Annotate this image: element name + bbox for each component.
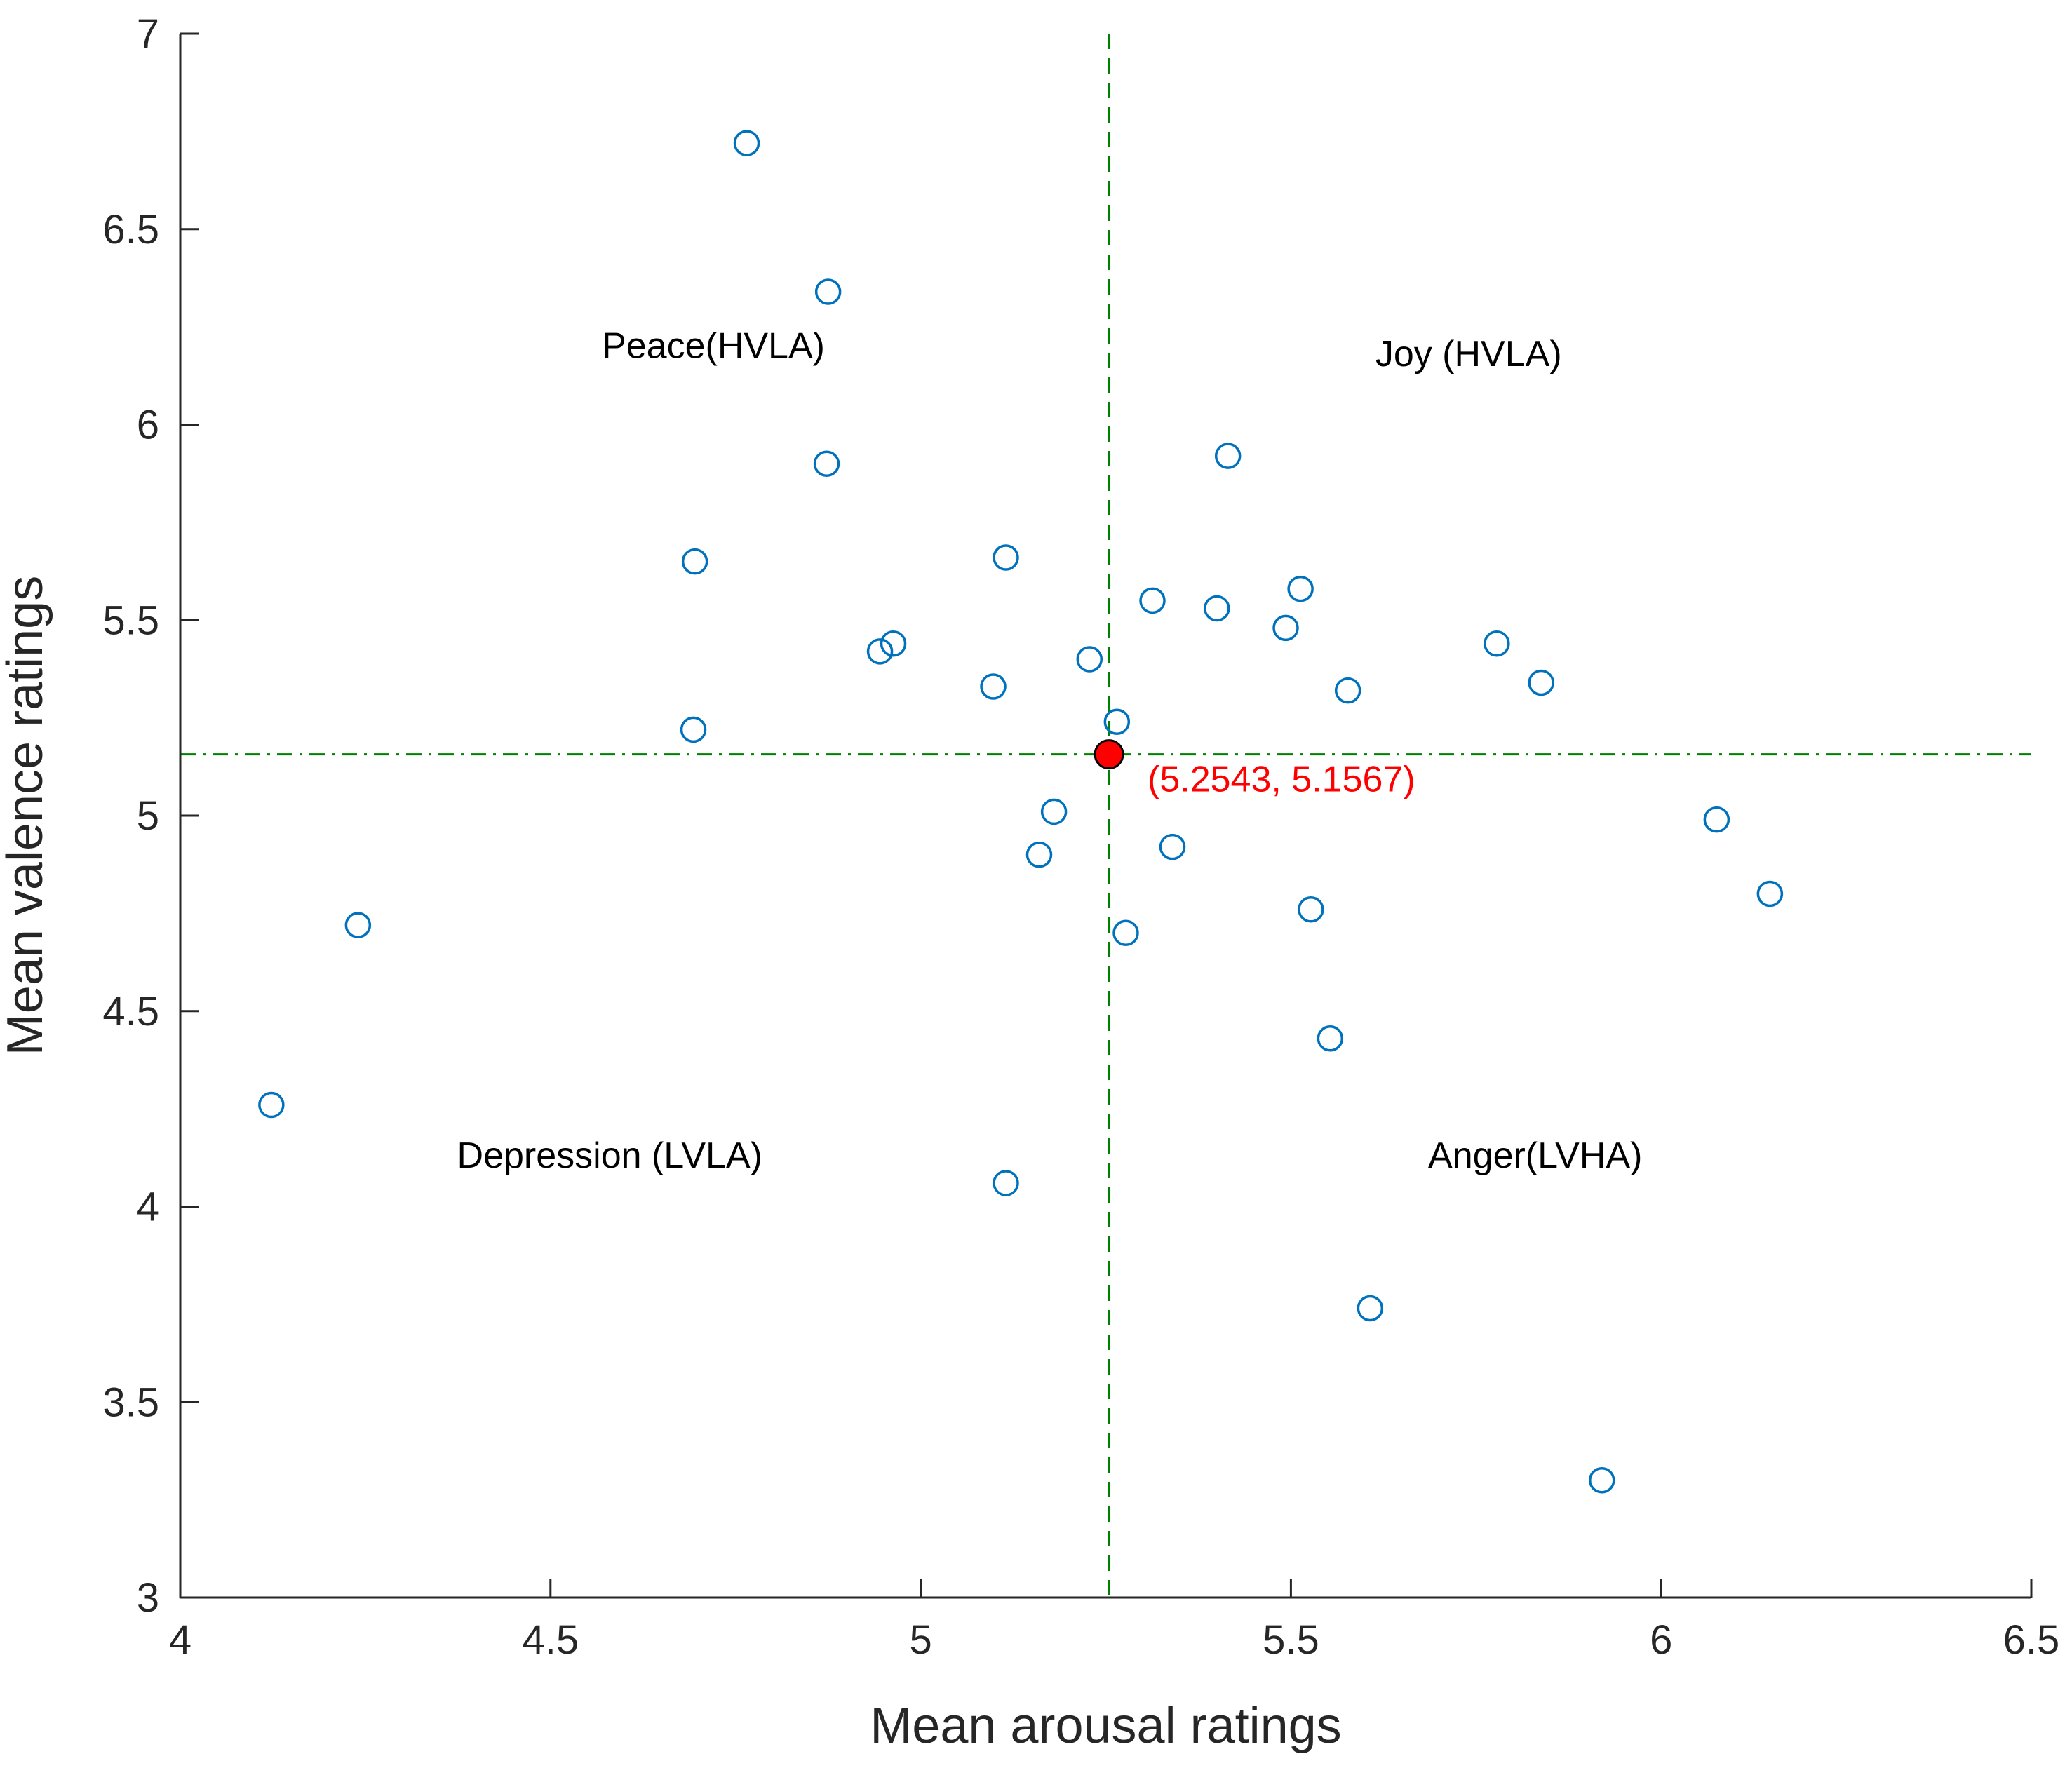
data-point (980, 673, 1007, 700)
data-point (1076, 646, 1103, 673)
data-point (1589, 1467, 1615, 1494)
y-tick-label: 3.5 (102, 1379, 159, 1425)
y-tick-label: 6 (137, 403, 159, 448)
data-point (1159, 833, 1186, 860)
data-point (1756, 880, 1784, 907)
data-point (681, 548, 708, 575)
data-point (993, 544, 1019, 571)
y-tick-label: 6.5 (102, 207, 159, 252)
y-axis-label: Mean valence ratings (0, 576, 53, 1055)
data-point (866, 638, 894, 665)
data-point (880, 630, 907, 657)
quadrant-annotations: Peace(HVLA) Joy (HVLA) Depression (LVLA) An… (457, 326, 1643, 1176)
data-point (680, 716, 707, 743)
data-point (1484, 630, 1510, 657)
y-tick-label: 3 (137, 1575, 159, 1621)
data-point (733, 130, 760, 156)
quadrant-label: Joy (HVLA) (1375, 334, 1562, 374)
data-point (1334, 677, 1361, 704)
x-tick-label: 6 (1650, 1617, 1672, 1663)
data-point (1357, 1295, 1384, 1322)
data-point (1139, 587, 1166, 614)
data-point (258, 1091, 285, 1119)
mean-marker-group: (5.2543, 5.1567) (1094, 739, 1415, 800)
y-tick-label: 5 (137, 793, 159, 839)
y-tick-label: 7 (137, 11, 159, 57)
data-point (993, 1170, 1019, 1196)
data-point (1528, 669, 1554, 696)
data-point (813, 450, 840, 477)
data-point (1214, 443, 1242, 469)
x-tick-label: 5.5 (1263, 1617, 1319, 1663)
data-point (344, 912, 372, 938)
quadrant-label: Anger(LVHA) (1428, 1135, 1642, 1176)
data-point (1298, 896, 1324, 923)
data-point (814, 278, 842, 305)
data-point (1112, 919, 1139, 946)
quadrant-label: Peace(HVLA) (602, 326, 825, 367)
x-tick-label: 4.5 (522, 1617, 579, 1663)
data-point (1025, 842, 1053, 868)
data-point (1040, 798, 1068, 825)
x-tick-label: 5 (909, 1617, 931, 1663)
data-point (1272, 614, 1299, 642)
mean-point-label: (5.2543, 5.1567) (1148, 760, 1415, 800)
data-point (1703, 806, 1730, 833)
data-point (1287, 575, 1314, 602)
y-tick-label: 5.5 (102, 598, 159, 643)
data-point (1317, 1025, 1344, 1052)
y-tick-label: 4.5 (102, 989, 159, 1034)
data-point (1103, 708, 1131, 735)
mean-point (1094, 739, 1124, 770)
axes: 4 4.5 5 5.5 6 6.5 3 3.5 4 4.5 5 5.5 6 6.5 7 (102, 11, 2059, 1663)
y-tick-label: 4 (137, 1185, 159, 1230)
x-tick-label: 4 (169, 1617, 191, 1663)
quadrant-label: Depression (LVLA) (457, 1135, 762, 1176)
x-axis-label: Mean arousal ratings (870, 1698, 1341, 1754)
data-point (1204, 595, 1230, 622)
data-points (258, 130, 1784, 1494)
reference-lines (180, 34, 2031, 1598)
x-tick-label: 6.5 (2003, 1617, 2060, 1663)
